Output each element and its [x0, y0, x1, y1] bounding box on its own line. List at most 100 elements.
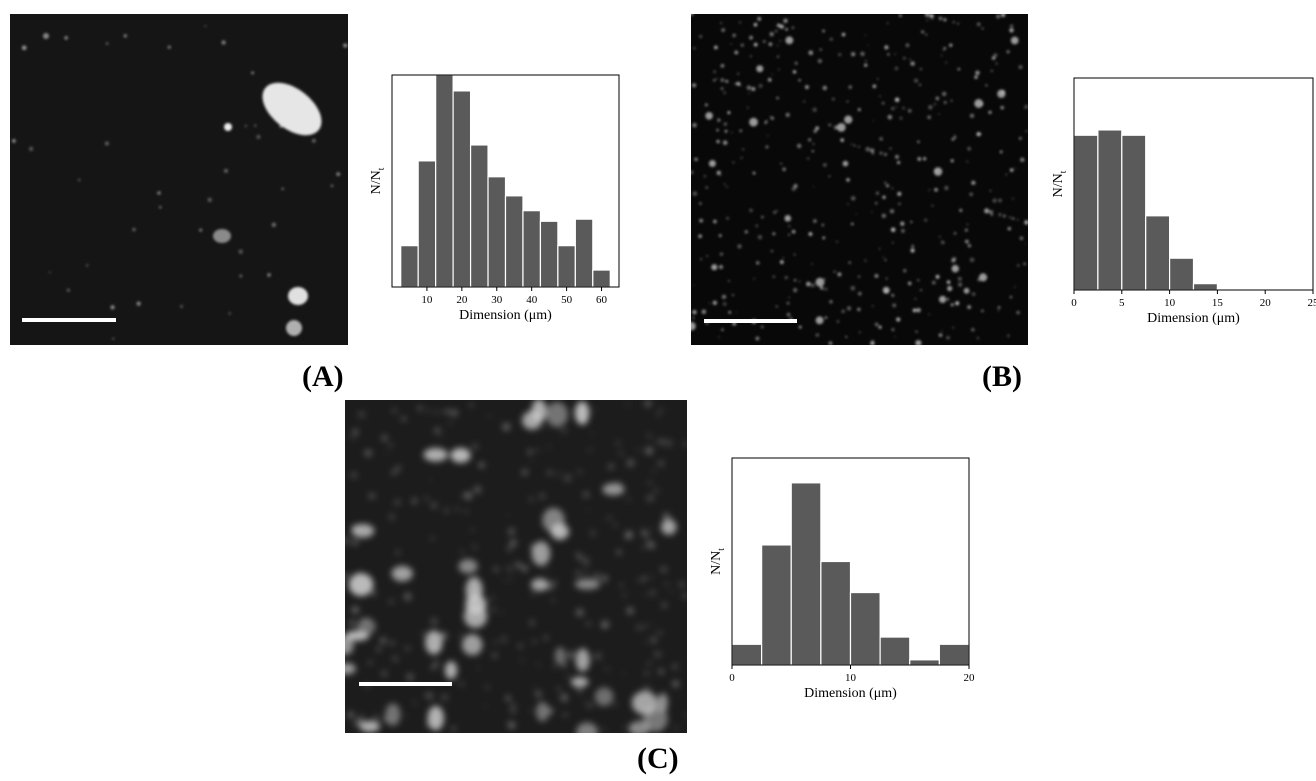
particle — [938, 16, 943, 21]
particle — [555, 471, 561, 477]
particle — [535, 690, 542, 698]
particle — [499, 635, 508, 644]
particle — [769, 116, 772, 118]
particle — [784, 215, 792, 222]
particle — [846, 178, 850, 182]
particle — [669, 589, 673, 593]
particle — [957, 67, 961, 71]
particle — [440, 435, 443, 438]
particle — [708, 159, 716, 168]
particle — [288, 287, 308, 305]
particle — [748, 92, 750, 95]
particle — [878, 325, 882, 329]
x-tick-label: 20 — [456, 294, 468, 306]
particle — [714, 45, 718, 50]
particle — [758, 83, 763, 88]
x-tick-label: 10 — [1164, 297, 1176, 309]
particle — [330, 184, 334, 188]
particle — [719, 252, 724, 256]
particle — [725, 185, 728, 188]
particle — [574, 570, 582, 578]
particle — [721, 28, 726, 32]
scale-bar — [22, 318, 116, 322]
bar — [1145, 215, 1171, 291]
particle — [674, 726, 678, 731]
particle — [732, 294, 734, 297]
particle — [720, 87, 724, 90]
particle — [875, 191, 880, 195]
particle — [871, 305, 874, 307]
particle — [492, 653, 497, 658]
particle — [938, 295, 947, 304]
particle — [570, 677, 589, 688]
particle — [493, 640, 497, 645]
particle — [629, 720, 650, 733]
particle — [678, 581, 686, 589]
particle — [716, 128, 719, 132]
particle — [831, 97, 835, 101]
particle — [811, 263, 813, 265]
particle — [560, 693, 569, 702]
particle — [896, 317, 901, 322]
particle — [777, 68, 780, 71]
particle — [477, 666, 480, 669]
particle — [412, 700, 417, 705]
particle — [213, 229, 231, 243]
particle — [911, 244, 915, 248]
particle — [846, 306, 852, 311]
particle — [909, 58, 911, 61]
particle — [458, 559, 478, 574]
particle — [705, 103, 708, 107]
particle — [469, 402, 474, 408]
particle — [940, 54, 943, 57]
particle — [575, 648, 590, 672]
particle — [405, 593, 410, 598]
particle — [919, 289, 923, 292]
particle — [891, 241, 894, 244]
particle — [938, 113, 940, 115]
particle — [652, 469, 655, 473]
particle — [914, 78, 918, 83]
particle — [815, 126, 819, 130]
particle — [657, 630, 663, 636]
particle — [840, 138, 844, 142]
particle — [586, 509, 589, 512]
particle — [742, 148, 745, 151]
particle — [737, 244, 742, 249]
particle — [786, 312, 791, 317]
particle — [239, 274, 243, 278]
particle — [521, 565, 529, 572]
particle — [891, 328, 895, 332]
particle — [824, 316, 828, 319]
particle — [350, 472, 357, 479]
particle — [505, 695, 511, 701]
particle — [793, 288, 798, 293]
particle — [1018, 65, 1023, 69]
particle — [884, 259, 887, 261]
particle — [919, 67, 923, 71]
particle — [907, 281, 912, 286]
particle — [902, 106, 905, 110]
particle — [110, 305, 115, 310]
particle — [815, 277, 825, 287]
particle — [528, 497, 534, 502]
particle — [693, 284, 695, 286]
particle — [476, 653, 480, 656]
particle — [974, 99, 984, 108]
particle — [877, 78, 879, 80]
particle — [895, 106, 898, 108]
particle — [379, 637, 387, 644]
particle — [836, 122, 846, 132]
particle — [887, 114, 893, 120]
particle — [785, 27, 788, 31]
particle — [882, 195, 886, 199]
particle — [444, 508, 449, 513]
particle — [1017, 264, 1020, 267]
particle — [898, 202, 901, 206]
particle — [894, 53, 896, 55]
particle — [713, 70, 717, 74]
particle — [959, 208, 963, 212]
particle — [522, 410, 542, 430]
particle — [699, 218, 703, 223]
particle — [773, 211, 776, 214]
